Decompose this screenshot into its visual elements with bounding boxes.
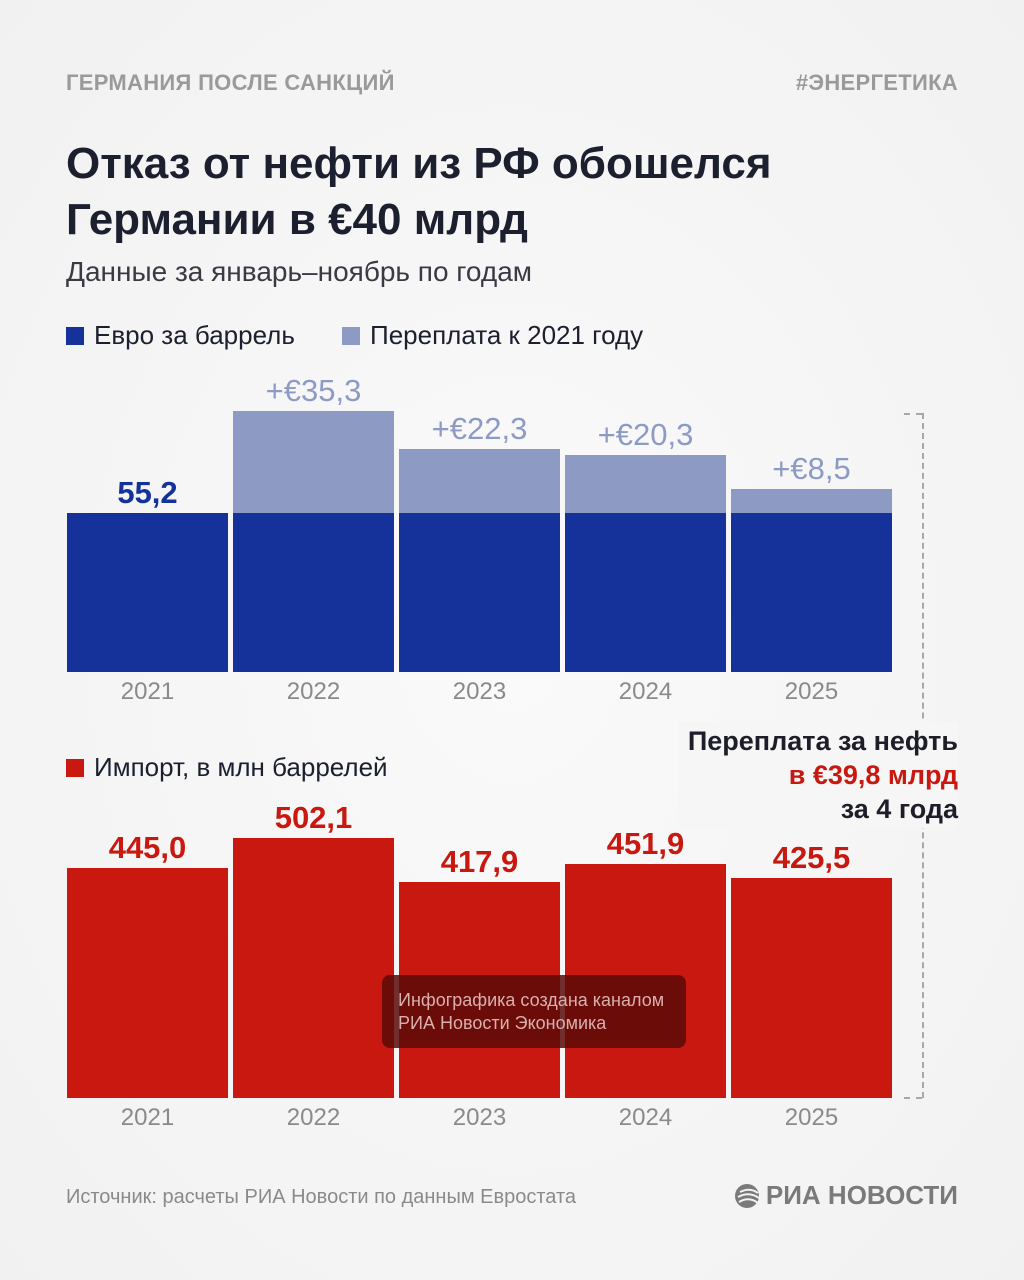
legend-label: Переплата к 2021 году (370, 320, 644, 350)
legend-swatch-base (66, 326, 84, 345)
bar-base (67, 513, 228, 672)
legend-item-overpay: Переплата к 2021 году (342, 320, 643, 351)
bar-overpay (399, 448, 560, 514)
x-tick-label: 2022 (286, 678, 341, 705)
x-tick-label: 2023 (452, 678, 507, 705)
watermark-line-1: Инфографика создана каналом (398, 990, 665, 1010)
subtitle: Данные за январь–ноябрь по годам (66, 256, 533, 287)
data-label: 445,0 (108, 829, 187, 865)
overpay-note: Переплата за нефть в €39,8 млрд за 4 год… (677, 722, 958, 828)
watermark: Инфографика создана каналом РИА Новости … (382, 975, 686, 1048)
bar-import (233, 838, 394, 1098)
legend-item-import: Импорт, в млн баррелей (66, 752, 388, 783)
title-line-2: Германии в €40 млрд (66, 195, 528, 244)
data-label: +€22,3 (431, 410, 528, 446)
legend-label: Евро за баррель (94, 320, 295, 350)
bar-import (731, 878, 892, 1098)
legend-swatch-overpay (342, 326, 360, 345)
x-tick-label: 2024 (618, 1104, 673, 1131)
x-tick-label: 2023 (452, 1104, 507, 1131)
legend-label: Импорт, в млн баррелей (94, 752, 388, 782)
bar-overpay (731, 488, 892, 513)
legend-item-base: Евро за баррель (66, 320, 295, 351)
x-tick-label: 2022 (286, 1104, 341, 1131)
title-line-1: Отказ от нефти из РФ обошелся (66, 139, 772, 188)
x-tick-label: 2025 (784, 678, 839, 705)
data-label: 502,1 (274, 800, 353, 836)
data-label: +€20,3 (597, 416, 694, 452)
data-label: 417,9 (440, 843, 519, 879)
x-tick-label: 2025 (784, 1104, 839, 1131)
bracket-top-tick (904, 413, 922, 415)
page-title: Отказ от нефти из РФ обошелся Германии в… (66, 136, 772, 248)
note-line-2: в €39,8 млрд (788, 760, 958, 790)
source-note: Источник: расчеты РИА Новости по данным … (66, 1186, 577, 1208)
bar-base (731, 513, 892, 672)
bar-overpay (565, 454, 726, 513)
bar-overpay (233, 411, 394, 514)
globe-icon (734, 1183, 760, 1208)
x-tick-label: 2021 (120, 678, 175, 705)
data-label: 451,9 (606, 826, 685, 862)
data-label: +€8,5 (772, 450, 851, 486)
bracket-bottom-tick (904, 1097, 922, 1099)
note-line-3: за 4 года (840, 794, 958, 824)
data-label: 55,2 (117, 475, 178, 511)
bar-base (233, 513, 394, 672)
watermark-line-2: РИА Новости Экономика (398, 1013, 607, 1033)
legend-swatch-import (66, 758, 84, 777)
x-tick-label: 2021 (120, 1104, 175, 1131)
ria-logo: РИА НОВОСТИ (734, 1180, 958, 1211)
data-label: +€35,3 (265, 373, 362, 409)
bar-base (399, 513, 560, 672)
kicker-topic: ГЕРМАНИЯ ПОСЛЕ САНКЦИЙ (66, 70, 395, 95)
x-tick-label: 2024 (618, 678, 673, 705)
bar-import (67, 867, 228, 1098)
bar-base (565, 513, 726, 672)
note-line-1: Переплата за нефть (687, 726, 958, 756)
logo-text: РИА НОВОСТИ (765, 1180, 958, 1210)
data-label: 425,5 (772, 840, 851, 876)
kicker-hashtag: #ЭНЕРГЕТИКА (795, 70, 958, 95)
